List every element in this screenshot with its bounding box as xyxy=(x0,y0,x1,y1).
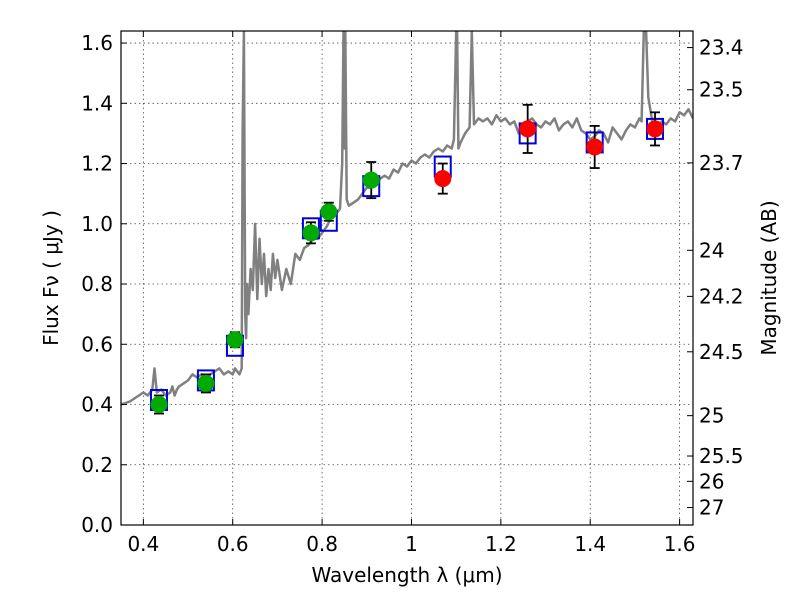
observed-optical-point xyxy=(150,396,168,414)
observed-nir-point xyxy=(586,138,604,156)
y-tick-label: 0.2 xyxy=(81,453,113,477)
x-tick-label: 1.6 xyxy=(664,532,696,556)
x-tick-label: 0.6 xyxy=(217,532,249,556)
observed-optical-point xyxy=(320,203,338,221)
y2-tick-label: 25.5 xyxy=(699,444,744,468)
observed-optical-point xyxy=(362,171,380,189)
y-tick-label: 0.4 xyxy=(81,393,113,417)
x-tick-label: 0.4 xyxy=(127,532,159,556)
y-tick-label: 1.0 xyxy=(81,212,113,236)
y2-tick-label: 23.4 xyxy=(699,36,744,60)
y2-tick-label: 23.7 xyxy=(699,151,744,175)
observed-optical-point xyxy=(197,374,215,392)
y2-tick-label: 24.5 xyxy=(699,340,744,364)
observed-optical-point xyxy=(302,224,320,242)
observed-optical-point xyxy=(226,331,244,349)
x-tick-label: 1 xyxy=(405,532,418,556)
observed-nir-point xyxy=(434,170,452,188)
y2-tick-label: 24 xyxy=(699,238,724,262)
plot-frame xyxy=(120,30,694,526)
y-axis-label: Flux Fν ( μJy ) xyxy=(39,210,63,346)
y-tick-label: 1.2 xyxy=(81,152,113,176)
plot-data xyxy=(121,31,693,415)
y-tick-label: 0.8 xyxy=(81,272,113,296)
y-tick-label: 1.4 xyxy=(81,91,113,115)
y2-tick-label: 23.5 xyxy=(699,78,744,102)
y-tick-label: 0.6 xyxy=(81,332,113,356)
x-axis-label: Wavelength λ (μm) xyxy=(311,563,502,587)
axis-ticks: 0.4 0.6 0.8 1 1.2 1.4 1.6 0.0 0.2 0.4 0.6 0.8 1.0 1.2… xyxy=(81,31,744,556)
y2-tick-label: 25 xyxy=(699,404,724,428)
x-tick-label: 0.8 xyxy=(306,532,338,556)
x-tick-label: 1.4 xyxy=(574,532,606,556)
x-tick-label: 1.2 xyxy=(485,532,517,556)
y-tick-label: 0.0 xyxy=(81,513,113,537)
y2-tick-label: 26 xyxy=(699,469,724,493)
observed-nir-point xyxy=(519,120,537,138)
y2-axis-label: Magnitude (AB) xyxy=(757,200,781,355)
y2-tick-label: 24.2 xyxy=(699,284,744,308)
observed-nir-point xyxy=(646,120,664,138)
y-tick-label: 1.6 xyxy=(81,31,113,55)
y2-tick-label: 27 xyxy=(699,496,724,520)
